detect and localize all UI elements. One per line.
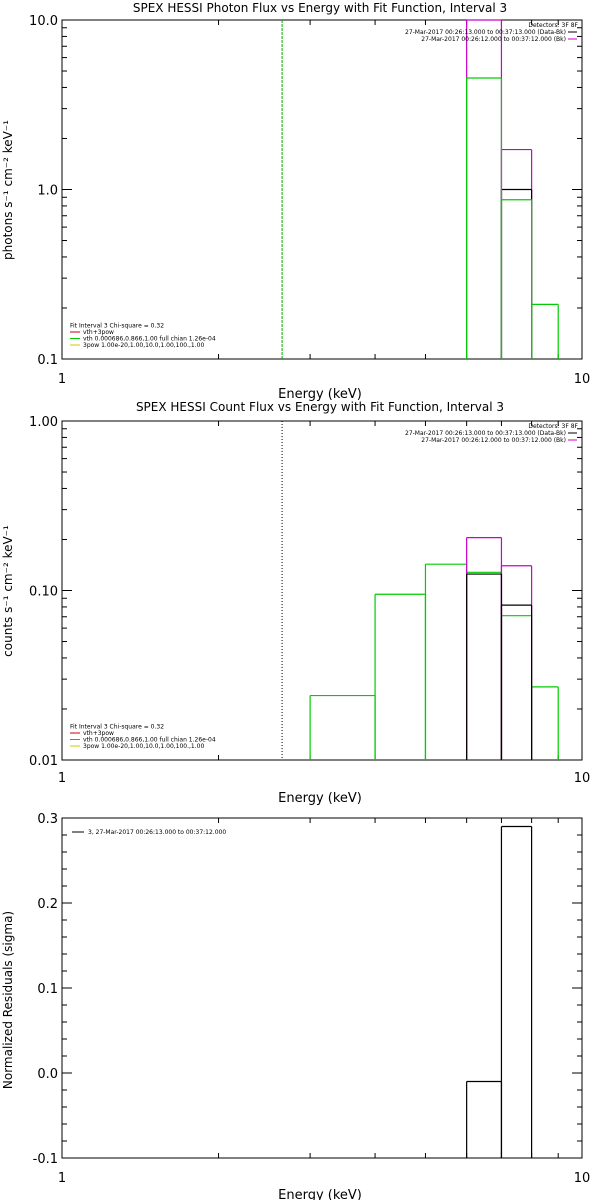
count-flux-xtick-1: 1 bbox=[58, 771, 66, 786]
count-flux-fit-legend-entry: vth 0.000686,0.866,1.00 full chian 1.26e… bbox=[83, 737, 216, 744]
residuals-ytick-label: 0.3 bbox=[37, 812, 58, 827]
count-flux-title: SPEX HESSI Count Flux vs Energy with Fit… bbox=[136, 400, 504, 414]
photon-flux-panel: SPEX HESSI Photon Flux vs Energy with Fi… bbox=[1, 1, 590, 402]
residuals-axes-frame bbox=[61, 817, 583, 1159]
count-flux-legend-entry: 27-Mar-2017 00:26:13.000 to 00:37:13.000… bbox=[405, 430, 566, 437]
photon-flux-fit-legend-entry: 3pow 1.00e-20,1.00,10.0,1.00,100.,1.00 bbox=[83, 342, 204, 349]
photon-flux-fit-legend-header: Fit Interval 3 Chi-square = 0.32 bbox=[70, 323, 164, 330]
count-flux-panel: SPEX HESSI Count Flux vs Energy with Fit… bbox=[1, 400, 590, 806]
photon-flux-legend-header: Detectors: 3F 8F bbox=[528, 22, 578, 29]
photon-flux-fit-legend-entry: vth+3pow bbox=[83, 329, 114, 336]
residuals-xlabel: Energy (keV) bbox=[278, 1188, 362, 1200]
count-flux-ytick-label: 0.01 bbox=[29, 754, 58, 769]
photon-flux-series-data bbox=[500, 188, 533, 359]
residuals-ytick-label: 0.0 bbox=[37, 1067, 58, 1082]
count-flux-ytick-label: 0.10 bbox=[29, 585, 58, 600]
count-flux-fit-legend-entry: 3pow 1.00e-20,1.00,10.0,1.00,100.,1.00 bbox=[83, 743, 204, 750]
count-flux-xtick-10: 10 bbox=[574, 771, 591, 786]
count-flux-series-fit bbox=[309, 563, 559, 760]
photon-flux-xtick-10: 10 bbox=[574, 372, 591, 387]
photon-flux-ytick-label: 1.0 bbox=[37, 184, 58, 199]
count-flux-fit-legend-entry: vth+3pow bbox=[83, 730, 114, 737]
residuals-ylabel: Normalized Residuals (sigma) bbox=[1, 911, 15, 1089]
count-flux-axes-frame bbox=[61, 420, 583, 761]
residuals-legend-entry: 3, 27-Mar-2017 00:26:13.000 to 00:37:12.… bbox=[88, 829, 226, 836]
residuals-ytick-label: -0.1 bbox=[33, 1152, 58, 1167]
count-flux-series-bk bbox=[466, 537, 533, 760]
photon-flux-xlabel: Energy (keV) bbox=[278, 387, 362, 402]
photon-flux-ylabel: photons s⁻¹ cm⁻² keV⁻¹ bbox=[1, 120, 15, 260]
photon-flux-fit-legend-entry: vth 0.000686,0.866,1.00 full chian 1.26e… bbox=[83, 336, 216, 343]
photon-flux-legend-entry: 27-Mar-2017 00:26:12.000 to 00:37:12.000… bbox=[421, 36, 566, 43]
residuals-panel: Energy (keV) Normalized Residuals (sigma… bbox=[1, 812, 590, 1200]
residuals-ytick-label: 0.1 bbox=[37, 982, 58, 997]
count-flux-legend-entry: 27-Mar-2017 00:26:12.000 to 00:37:12.000… bbox=[421, 437, 566, 444]
photon-flux-series-fit bbox=[466, 77, 559, 359]
count-flux-ytick-label: 1.00 bbox=[29, 415, 58, 430]
residuals-ytick-label: 0.2 bbox=[37, 897, 58, 912]
photon-flux-xtick-1: 1 bbox=[58, 372, 66, 387]
residuals-xtick-10: 10 bbox=[574, 1171, 591, 1186]
count-flux-xlabel: Energy (keV) bbox=[278, 791, 362, 806]
count-flux-series-data bbox=[466, 573, 533, 760]
count-flux-ylabel: counts s⁻¹ cm⁻² keV⁻¹ bbox=[1, 525, 15, 657]
photon-flux-title: SPEX HESSI Photon Flux vs Energy with Fi… bbox=[133, 1, 507, 15]
residuals-series-residuals bbox=[466, 825, 533, 1158]
photon-flux-ytick-label: 0.1 bbox=[37, 353, 58, 368]
count-flux-fit-legend-header: Fit Interval 3 Chi-square = 0.32 bbox=[70, 724, 164, 731]
photon-flux-ytick-label: 10.0 bbox=[29, 14, 58, 29]
residuals-xtick-1: 1 bbox=[58, 1171, 66, 1186]
photon-flux-legend-entry: 27-Mar-2017 00:26:13.000 to 00:37:13.000… bbox=[405, 29, 566, 36]
count-flux-legend-header: Detectors: 3F 8F bbox=[528, 423, 578, 430]
